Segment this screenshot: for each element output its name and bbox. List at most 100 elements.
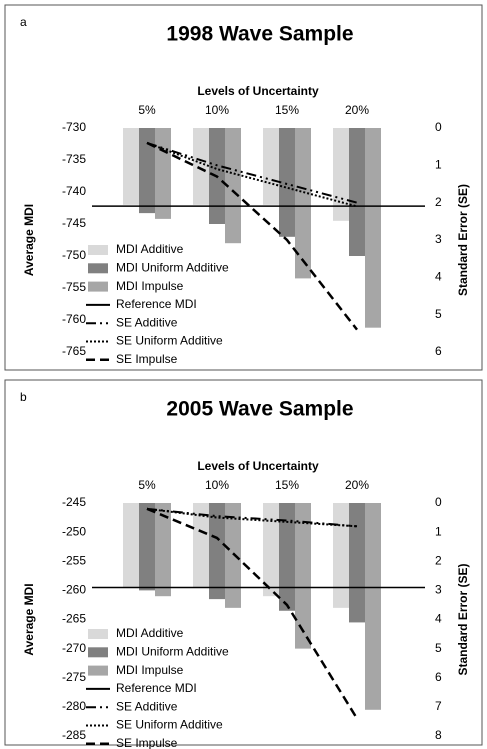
chart-title: 2005 Wave Sample xyxy=(166,398,353,421)
y2-tick-label: 5 xyxy=(435,641,442,655)
x-tick-label: 15% xyxy=(275,103,299,117)
x-axis-label: Levels of Uncertainty xyxy=(197,84,319,98)
y2-tick-label: 1 xyxy=(435,158,442,172)
panel-frame xyxy=(4,379,483,746)
legend-label: SE Additive xyxy=(116,315,178,329)
y-tick-label: -745 xyxy=(62,216,86,230)
panel-frame xyxy=(4,4,483,371)
y-tick-label: -265 xyxy=(62,612,86,626)
x-tick-label: 20% xyxy=(345,478,369,492)
legend-label: MDI Additive xyxy=(116,626,184,640)
legend-swatch xyxy=(88,665,108,676)
legend-swatch xyxy=(88,629,108,639)
bar xyxy=(225,503,241,608)
y2-tick-label: 7 xyxy=(435,699,442,713)
y-tick-label: -765 xyxy=(62,344,86,358)
x-tick-label: 5% xyxy=(138,478,156,492)
y-axis-label: Average MDI xyxy=(22,204,36,276)
y2-axis-label: Standard Error (SE) xyxy=(456,184,470,296)
y-tick-label: -755 xyxy=(62,280,86,294)
legend-label: Reference MDI xyxy=(116,297,197,311)
y-tick-label: -280 xyxy=(62,699,86,713)
se-line xyxy=(146,141,358,208)
y2-tick-label: 4 xyxy=(435,270,442,284)
y2-tick-label: 3 xyxy=(435,232,442,246)
bar xyxy=(295,503,311,649)
legend-swatch xyxy=(88,263,108,274)
y2-tick-label: 8 xyxy=(435,728,442,742)
panel-label: b xyxy=(20,390,27,404)
y-tick-label: -275 xyxy=(62,670,86,684)
bar xyxy=(263,503,279,597)
x-tick-label: 20% xyxy=(345,103,369,117)
y2-tick-label: 6 xyxy=(435,670,442,684)
se-line xyxy=(146,507,359,720)
y-tick-label: -250 xyxy=(62,524,86,538)
bar xyxy=(225,128,241,244)
bar xyxy=(365,503,381,710)
legend-label: SE Uniform Additive xyxy=(116,334,223,348)
bar xyxy=(155,128,171,219)
bar xyxy=(365,128,381,328)
y-tick-label: -740 xyxy=(62,184,86,198)
legend-label: MDI Additive xyxy=(116,242,184,256)
y-tick-label: -245 xyxy=(62,495,86,509)
bar xyxy=(193,503,209,588)
x-axis-label: Levels of Uncertainty xyxy=(197,459,319,473)
y-tick-label: -255 xyxy=(62,553,86,567)
y2-tick-label: 3 xyxy=(435,583,442,597)
y2-tick-label: 2 xyxy=(435,195,442,209)
se-line xyxy=(146,141,358,331)
legend-label: MDI Uniform Additive xyxy=(116,644,229,658)
y-tick-label: -760 xyxy=(62,312,86,326)
bar xyxy=(155,503,171,597)
x-tick-label: 10% xyxy=(205,103,229,117)
y2-tick-label: 1 xyxy=(435,524,442,538)
bar xyxy=(209,503,225,600)
legend-label: SE Impulse xyxy=(116,352,178,366)
y2-axis-label: Standard Error (SE) xyxy=(456,563,470,675)
bar xyxy=(333,503,349,608)
y-tick-label: -750 xyxy=(62,248,86,262)
bar xyxy=(263,128,279,205)
y-axis-label: Average MDI xyxy=(22,583,36,655)
bar xyxy=(139,128,155,214)
y2-tick-label: 4 xyxy=(435,612,442,626)
y2-tick-label: 0 xyxy=(435,495,442,509)
bar xyxy=(279,503,295,611)
legend-label: Reference MDI xyxy=(116,681,197,695)
panel-label: a xyxy=(20,15,27,29)
bar xyxy=(295,128,311,279)
bar xyxy=(193,128,209,205)
legend-label: SE Uniform Additive xyxy=(116,718,223,732)
y-tick-label: -735 xyxy=(62,152,86,166)
legend-label: MDI Impulse xyxy=(116,279,184,293)
y-tick-label: -260 xyxy=(62,583,86,597)
bar xyxy=(139,503,155,591)
y2-tick-label: 2 xyxy=(435,553,442,567)
se-line xyxy=(146,507,358,528)
y2-tick-label: 5 xyxy=(435,307,442,321)
bar xyxy=(279,128,295,237)
y2-tick-label: 0 xyxy=(435,120,442,134)
bar xyxy=(123,503,139,588)
legend-label: MDI Impulse xyxy=(116,663,184,677)
y2-tick-label: 6 xyxy=(435,344,442,358)
bar xyxy=(123,128,139,205)
x-tick-label: 10% xyxy=(205,478,229,492)
se-line xyxy=(146,507,358,528)
legend-label: MDI Uniform Additive xyxy=(116,260,229,274)
y-tick-label: -730 xyxy=(62,120,86,134)
y-tick-label: -270 xyxy=(62,641,86,655)
legend-label: SE Impulse xyxy=(116,736,178,749)
bar xyxy=(349,128,365,256)
legend-swatch xyxy=(88,647,108,658)
legend-swatch xyxy=(88,245,108,255)
y-tick-label: -285 xyxy=(62,728,86,742)
legend-label: SE Additive xyxy=(116,699,178,713)
legend-swatch xyxy=(88,281,108,292)
bar xyxy=(333,128,349,221)
x-tick-label: 5% xyxy=(138,103,156,117)
se-line xyxy=(146,141,358,204)
